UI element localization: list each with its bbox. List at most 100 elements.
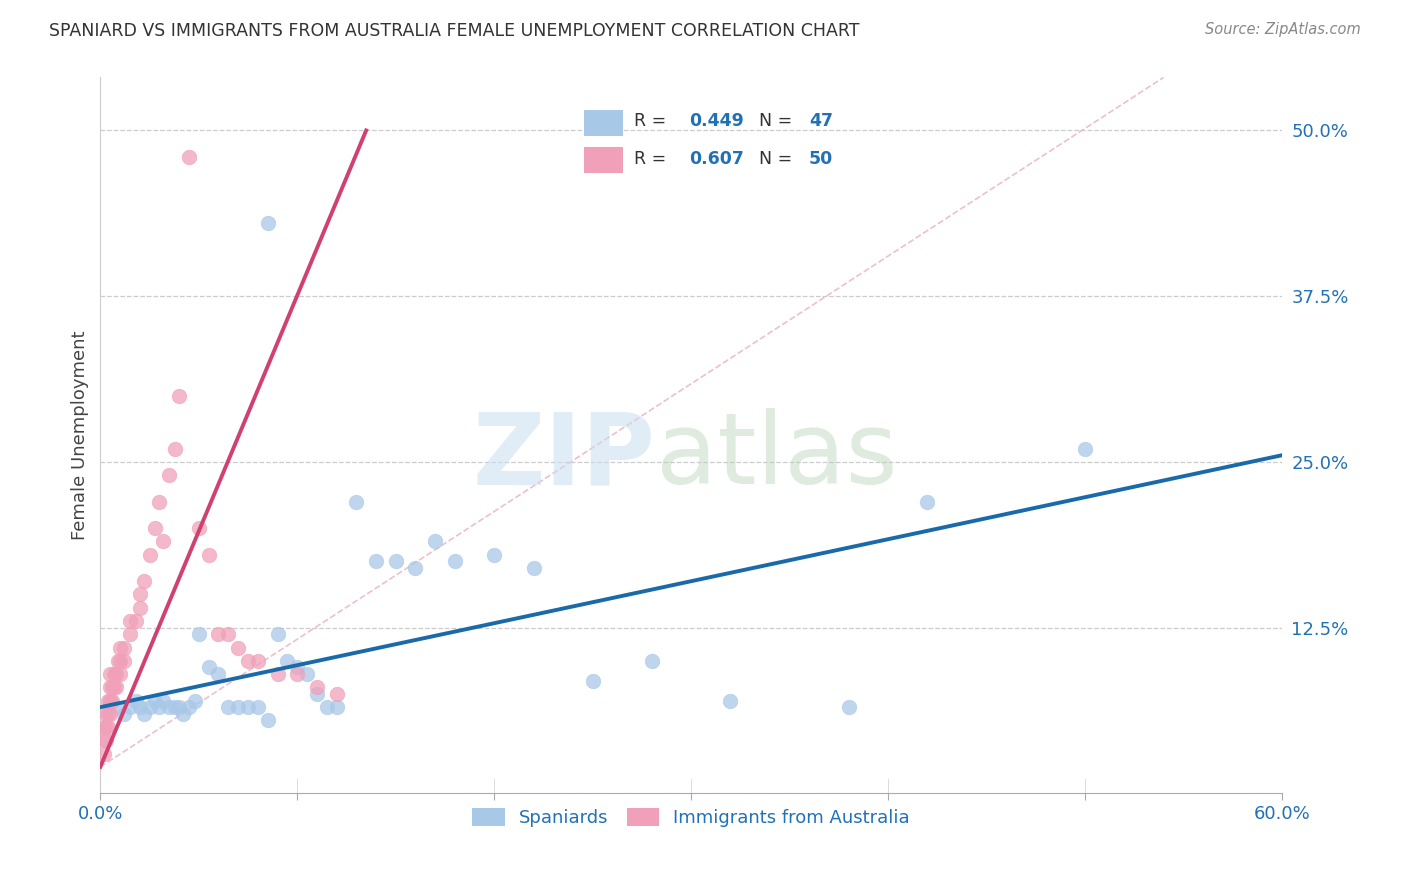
Point [93,747,115,761]
Point [217,627,239,641]
Point [138,700,160,714]
Point [132,706,155,721]
Point [325,687,347,701]
Point [145,521,167,535]
Point [98,667,121,681]
Point [217,700,239,714]
Point [148,700,170,714]
Point [108,667,131,681]
Point [108,640,131,655]
Point [1074,442,1097,456]
Point [165,700,187,714]
Point [207,627,229,641]
Point [98,693,121,707]
Point [718,693,741,707]
Legend: Spaniards, Immigrants from Australia: Spaniards, Immigrants from Australia [465,801,917,834]
Y-axis label: Female Unemployment: Female Unemployment [72,331,89,541]
Point [177,700,200,714]
Point [128,600,150,615]
Point [256,714,278,728]
Point [96,720,118,734]
Point [167,700,190,714]
Point [276,654,298,668]
Point [404,561,426,575]
Point [98,681,121,695]
Point [305,687,328,701]
Point [118,614,141,628]
Point [101,693,124,707]
Point [305,681,328,695]
Point [125,614,148,628]
Point [266,667,288,681]
Text: atlas: atlas [655,409,897,506]
Point [443,554,465,568]
Point [172,706,194,721]
Point [93,720,115,734]
Point [423,534,446,549]
Point [107,654,129,668]
Point [315,700,337,714]
Point [197,660,219,674]
Text: SPANIARD VS IMMIGRANTS FROM AUSTRALIA FEMALE UNEMPLOYMENT CORRELATION CHART: SPANIARD VS IMMIGRANTS FROM AUSTRALIA FE… [49,22,859,40]
Text: ZIP: ZIP [472,409,655,506]
Point [285,667,308,681]
Point [97,720,120,734]
Point [138,548,160,562]
Point [103,667,125,681]
Point [128,587,150,601]
Point [285,660,308,674]
Point [246,654,269,668]
Point [236,654,259,668]
Point [177,150,200,164]
Point [145,693,167,707]
Point [266,627,288,641]
Point [384,554,406,568]
Point [96,733,118,747]
Point [97,693,120,707]
Point [152,534,174,549]
Point [118,700,141,714]
Point [226,640,249,655]
Point [246,700,269,714]
Point [838,700,860,714]
Point [132,574,155,589]
Point [187,627,209,641]
Point [148,494,170,508]
Point [112,640,135,655]
Point [917,494,939,508]
Point [105,667,128,681]
Point [197,548,219,562]
Point [103,681,125,695]
Point [105,681,128,695]
Point [256,216,278,230]
Point [108,654,131,668]
Point [236,700,259,714]
Text: Source: ZipAtlas.com: Source: ZipAtlas.com [1205,22,1361,37]
Point [187,521,209,535]
Point [295,667,318,681]
Point [226,700,249,714]
Point [97,706,120,721]
Point [93,733,115,747]
Point [118,627,141,641]
Point [98,693,121,707]
Point [581,673,603,688]
Point [128,700,150,714]
Point [157,700,180,714]
Point [101,681,124,695]
Point [364,554,387,568]
Point [112,706,135,721]
Point [184,693,207,707]
Point [325,700,347,714]
Point [98,706,121,721]
Point [207,667,229,681]
Point [125,693,148,707]
Point [157,468,180,483]
Point [165,442,187,456]
Point [640,654,662,668]
Point [152,693,174,707]
Point [112,654,135,668]
Point [167,389,190,403]
Point [344,494,367,508]
Point [105,700,128,714]
